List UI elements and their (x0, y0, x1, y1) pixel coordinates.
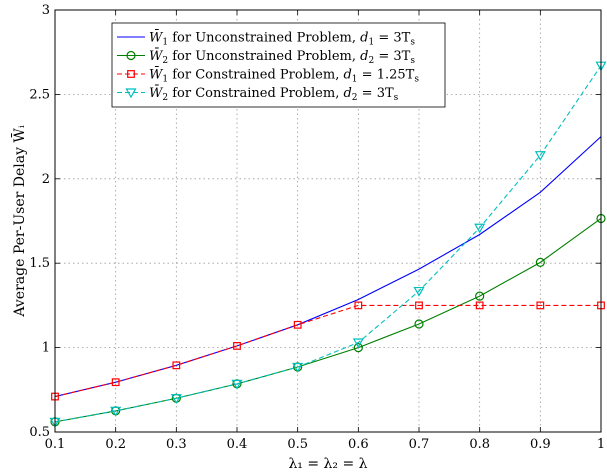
data-point-series-3 (475, 301, 484, 310)
legend-entry-1: W̄1 for Unconstrained Problem, d1 = 3Ts (149, 29, 415, 47)
legend-box (111, 22, 446, 108)
data-point-series-4 (170, 394, 182, 404)
x-tick-label: 0.3 (166, 437, 187, 452)
y-tick-label: 2.5 (29, 87, 50, 102)
data-point-series-4 (474, 223, 486, 234)
y-tick-label: 3 (42, 3, 50, 18)
data-point-series-2 (475, 291, 485, 301)
series-2 (50, 213, 606, 427)
legend: W̄1 for Unconstrained Problem, d1 = 3TsW… (111, 22, 446, 108)
grid-layer (55, 10, 601, 432)
y-tick-label: 1.5 (29, 256, 50, 271)
series-line-2 (54, 218, 602, 423)
series-line-4 (54, 65, 602, 423)
data-point-series-4 (352, 338, 364, 349)
y-tick-label: 0.5 (29, 425, 50, 440)
data-point-series-2 (535, 257, 545, 267)
x-tick-label: 0.4 (227, 437, 248, 452)
y-tick-label: 2 (42, 172, 50, 187)
x-axis-label: λ₁ = λ₂ = λ (288, 456, 367, 472)
y-tick-label: 1 (42, 341, 50, 356)
x-tick-label: 0.5 (287, 437, 308, 452)
data-point-series-2 (353, 343, 363, 353)
x-tick-label: 1 (597, 437, 605, 452)
legend-entry-4: W̄2 for Constrained Problem, d2 = 3Ts (149, 85, 399, 103)
x-tick-label: 0.7 (409, 437, 430, 452)
x-tick-label: 0.6 (348, 437, 369, 452)
series-layer (49, 61, 607, 428)
legend-marker-2 (126, 50, 136, 61)
data-point-series-2 (414, 319, 424, 329)
axes-layer: 0.1 0.2 0.3 0.4 0.5 0.6 0.7 0.8 0.9 1 0.5 1 1.5 2 2.5 3… (10, 3, 605, 472)
series-1 (54, 136, 602, 398)
x-tick-label: 0.2 (105, 437, 126, 452)
legend-marker-4 (125, 88, 137, 99)
data-point-series-4 (534, 151, 546, 161)
data-point-series-3 (354, 301, 363, 310)
data-point-series-4 (413, 286, 425, 297)
data-point-series-3 (293, 320, 302, 329)
y-axis-label: Average Per-User Delay W̄ᵢ (10, 125, 28, 317)
legend-marker-3 (127, 70, 135, 78)
legend-entry-2: W̄2 for Unconstrained Problem, d2 = 3Ts (149, 48, 415, 66)
data-point-series-4 (110, 406, 122, 417)
series-4 (49, 61, 607, 428)
legend-entry-3: W̄1 for Constrained Problem, d1 = 1.25Ts (149, 66, 419, 84)
x-tick-label: 0.1 (45, 437, 66, 452)
series-3 (51, 301, 605, 401)
x-tick-label: 0.9 (530, 437, 551, 452)
plot-frame (54, 9, 602, 433)
series-line-1 (54, 136, 602, 398)
data-point-series-3 (415, 301, 423, 310)
data-point-series-3 (172, 361, 181, 370)
data-point-series-4 (231, 379, 243, 390)
data-point-series-3 (233, 342, 241, 350)
data-point-series-3 (536, 301, 545, 310)
x-tick-label: 0.8 (469, 437, 490, 452)
data-point-series-4 (292, 362, 304, 373)
series-line-3 (54, 304, 601, 398)
data-point-series-3 (111, 378, 120, 387)
